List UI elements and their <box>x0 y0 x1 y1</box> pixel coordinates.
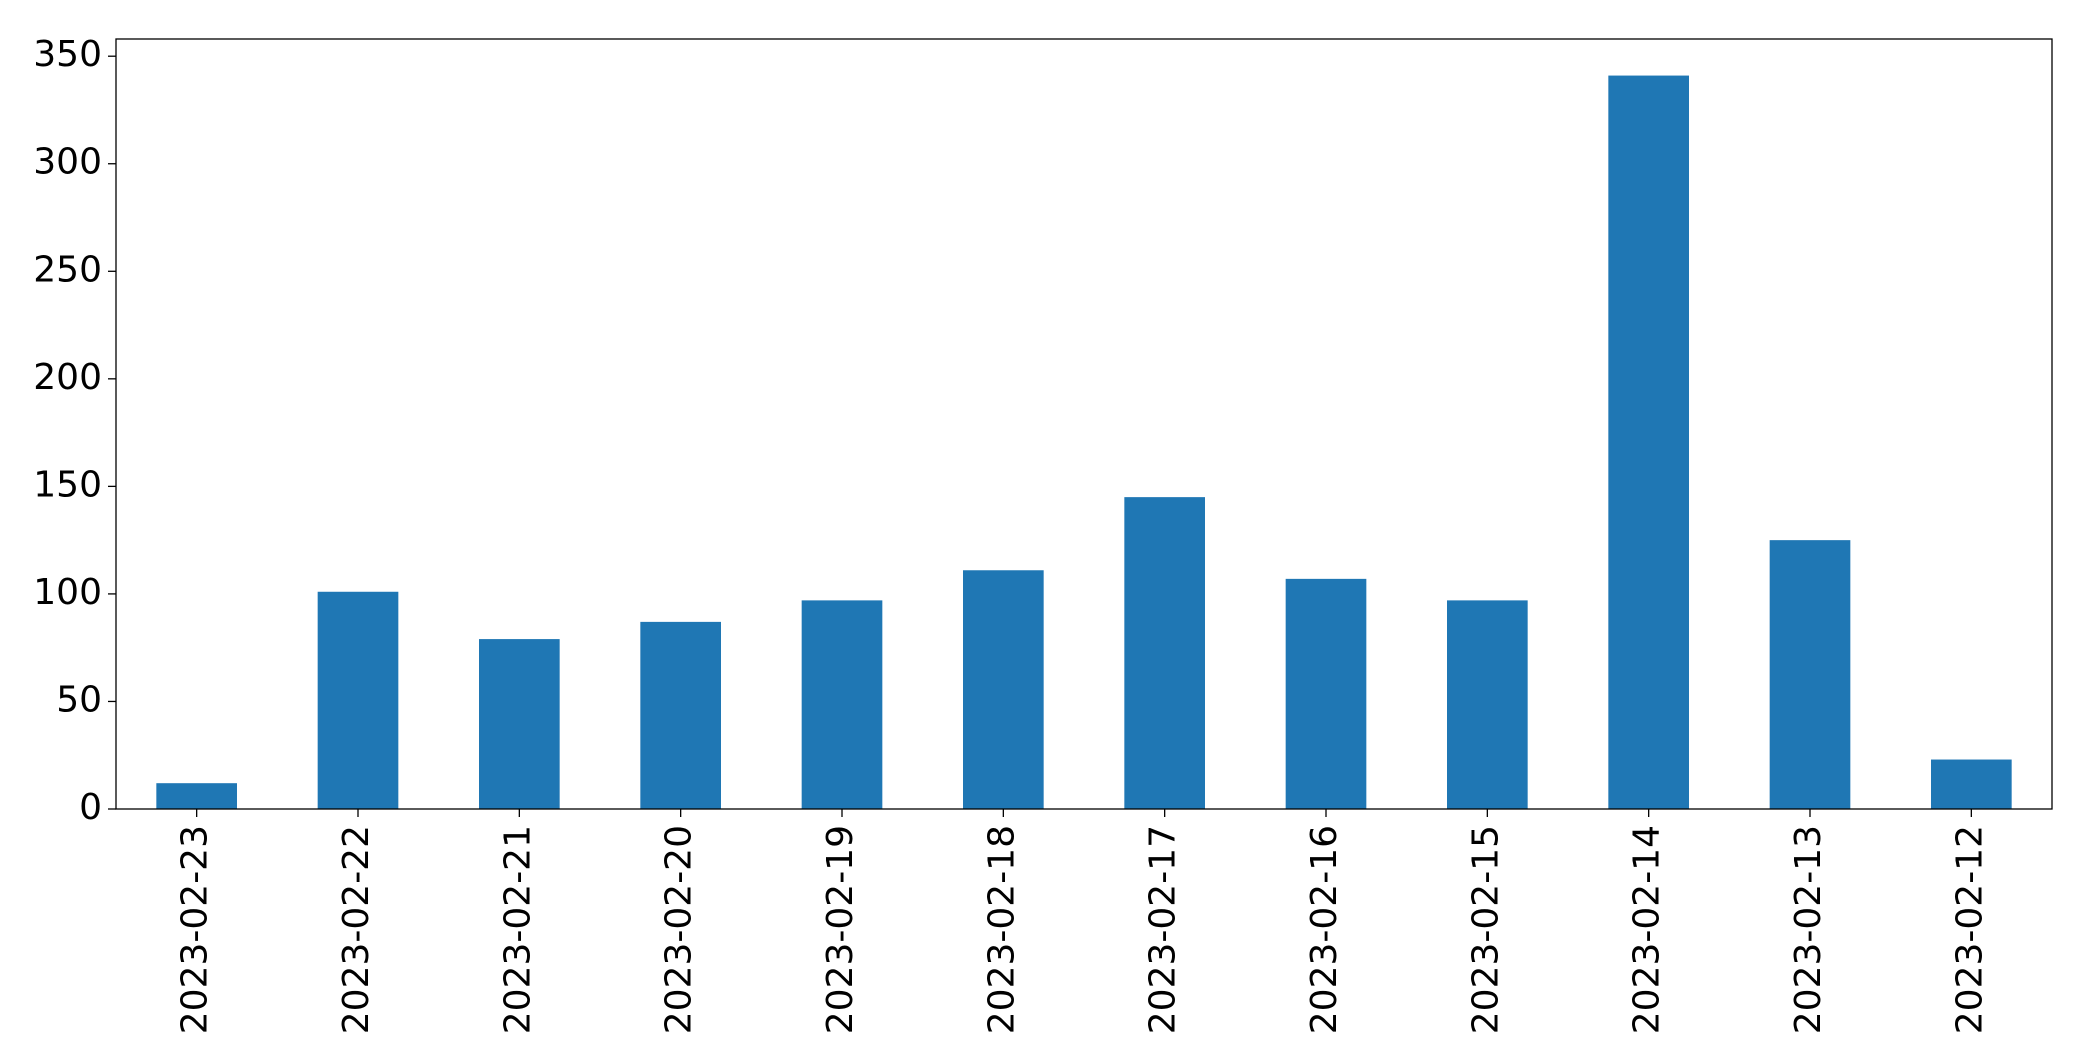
bar <box>1769 540 1851 809</box>
y-tick-label: 100 <box>33 572 102 613</box>
y-tick-label: 50 <box>56 679 102 720</box>
bar <box>640 621 721 809</box>
x-tick-label: 2023-02-18 <box>981 825 1022 1034</box>
x-tick-label: 2023-02-13 <box>1788 825 1829 1034</box>
x-tick-label: 2023-02-15 <box>1465 825 1506 1034</box>
bar <box>1931 759 2012 809</box>
x-tick-label: 2023-02-20 <box>659 825 700 1034</box>
y-tick-label: 250 <box>33 249 102 290</box>
y-tick-label: 200 <box>33 357 102 398</box>
x-tick-label: 2023-02-22 <box>336 825 377 1034</box>
y-tick-label: 350 <box>33 34 102 75</box>
x-tick-label: 2023-02-12 <box>1949 825 1990 1034</box>
x-tick-label: 2023-02-21 <box>497 825 538 1034</box>
y-tick-label: 0 <box>79 787 102 828</box>
bar <box>963 570 1044 809</box>
bar <box>1608 75 1689 809</box>
x-tick-label: 2023-02-23 <box>175 825 216 1034</box>
bar <box>156 783 237 809</box>
x-tick-label: 2023-02-19 <box>820 825 861 1034</box>
bar <box>801 600 883 809</box>
x-tick-label: 2023-02-14 <box>1627 825 1668 1034</box>
bar <box>1285 578 1367 809</box>
bar <box>317 591 399 809</box>
y-tick-label: 300 <box>33 142 102 183</box>
bar <box>479 639 560 809</box>
x-tick-label: 2023-02-16 <box>1304 825 1345 1034</box>
x-tick-label: 2023-02-17 <box>1143 825 1184 1034</box>
y-tick-label: 150 <box>33 464 102 505</box>
bar <box>1447 600 1528 809</box>
plot-frame <box>115 38 2053 810</box>
bar <box>1124 497 1205 809</box>
